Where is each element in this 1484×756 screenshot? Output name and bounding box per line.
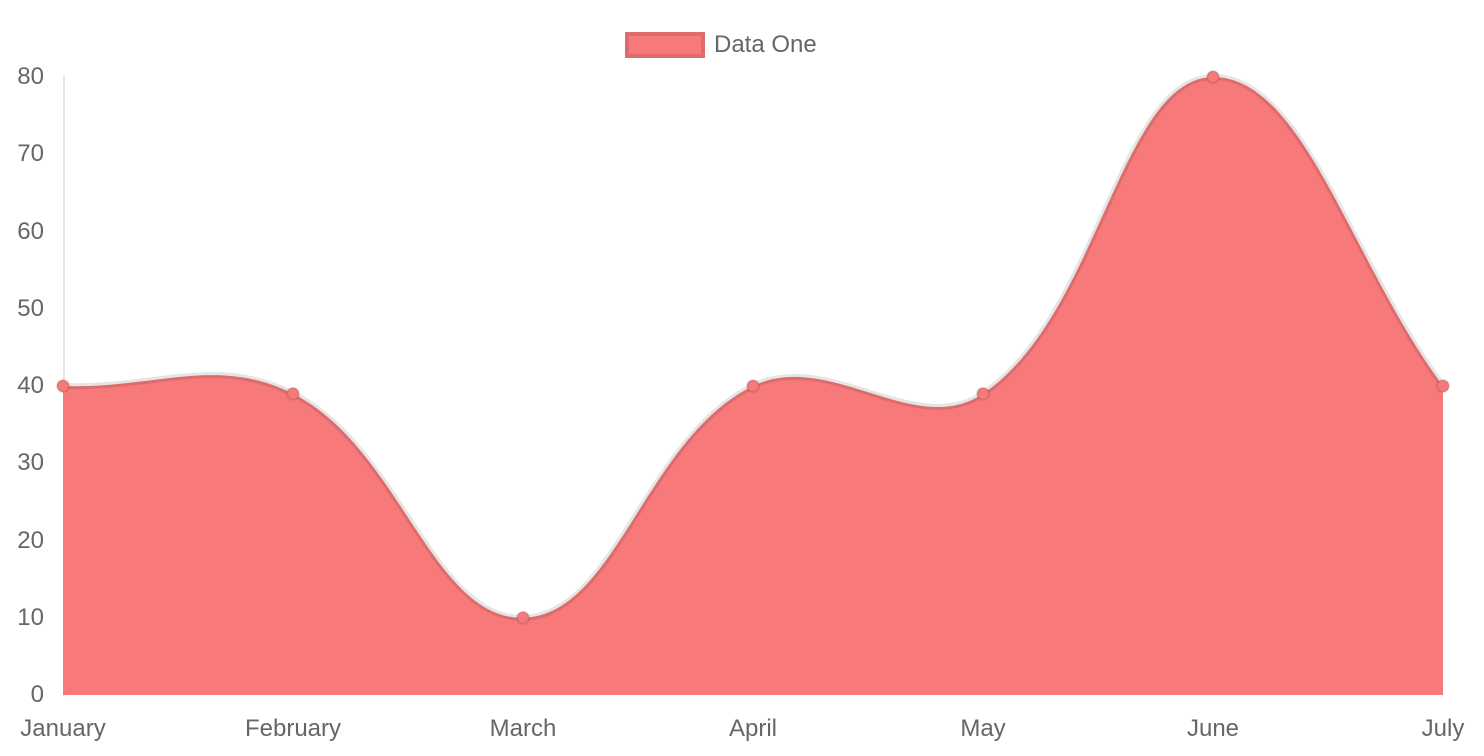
y-tick-label-20: 20: [17, 526, 44, 554]
y-tick-label-50: 50: [17, 294, 44, 322]
y-tick-label-10: 10: [17, 603, 44, 631]
series-line: [62, 74, 1446, 621]
data-point-may[interactable]: [976, 386, 990, 401]
legend-swatch: [625, 32, 705, 58]
data-point-june[interactable]: [1206, 70, 1220, 84]
y-tick-label-30: 30: [17, 449, 44, 477]
legend-label: Data One: [714, 31, 817, 58]
x-tick-label-february: February: [244, 715, 342, 742]
data-point-february[interactable]: [286, 386, 300, 401]
data-point-july[interactable]: [1436, 379, 1450, 393]
y-tick-label-70: 70: [17, 140, 44, 168]
legend-item-data-one[interactable]: Data One: [625, 31, 817, 59]
x-tick-label-may: May: [960, 715, 1006, 742]
x-tick-label-june: June: [1186, 715, 1240, 742]
data-point-january[interactable]: [56, 379, 70, 393]
y-tick-label-0: 0: [30, 681, 44, 708]
x-tick-label-july: July: [1421, 715, 1465, 742]
x-tick-label-april: April: [728, 715, 778, 742]
x-tick-label-january: January: [20, 715, 106, 742]
data-point-march[interactable]: [516, 610, 530, 625]
x-tick-label-march: March: [489, 715, 557, 742]
y-tick-label-80: 80: [17, 63, 44, 90]
y-tick-label-60: 60: [17, 217, 44, 245]
data-point-april[interactable]: [746, 379, 760, 393]
y-tick-label-40: 40: [17, 372, 44, 399]
